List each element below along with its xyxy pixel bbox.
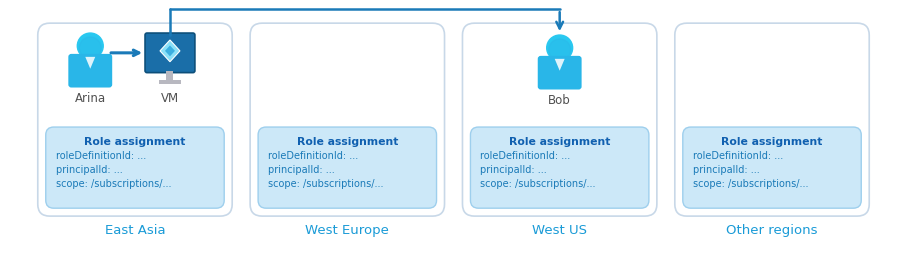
Polygon shape — [555, 59, 565, 71]
Polygon shape — [85, 57, 95, 69]
Circle shape — [549, 39, 571, 61]
Text: principalId: ...: principalId: ... — [693, 165, 759, 175]
Text: scope: /subscriptions/...: scope: /subscriptions/... — [693, 178, 808, 188]
Text: VM: VM — [161, 92, 179, 105]
Text: Bob: Bob — [549, 95, 571, 107]
FancyBboxPatch shape — [145, 33, 195, 73]
Text: East Asia: East Asia — [104, 224, 165, 237]
Bar — [159, 79, 180, 83]
Text: principalId: ...: principalId: ... — [481, 165, 547, 175]
Text: West US: West US — [532, 224, 587, 237]
FancyBboxPatch shape — [68, 54, 112, 88]
FancyBboxPatch shape — [538, 56, 581, 89]
Text: Role assignment: Role assignment — [297, 137, 398, 147]
Text: Role assignment: Role assignment — [721, 137, 823, 147]
Text: scope: /subscriptions/...: scope: /subscriptions/... — [481, 178, 596, 188]
FancyBboxPatch shape — [471, 127, 649, 208]
Text: Other regions: Other regions — [727, 224, 818, 237]
FancyBboxPatch shape — [258, 127, 436, 208]
Text: roleDefinitionId: ...: roleDefinitionId: ... — [693, 151, 783, 161]
FancyBboxPatch shape — [683, 127, 862, 208]
Text: scope: /subscriptions/...: scope: /subscriptions/... — [55, 178, 171, 188]
Text: scope: /subscriptions/...: scope: /subscriptions/... — [268, 178, 384, 188]
Circle shape — [77, 33, 103, 59]
Circle shape — [547, 35, 572, 61]
Bar — [167, 71, 173, 79]
Text: principalId: ...: principalId: ... — [268, 165, 335, 175]
Text: roleDefinitionId: ...: roleDefinitionId: ... — [481, 151, 571, 161]
Text: Arina: Arina — [74, 92, 106, 105]
Circle shape — [79, 37, 102, 59]
Text: roleDefinitionId: ...: roleDefinitionId: ... — [55, 151, 146, 161]
Polygon shape — [160, 40, 180, 62]
FancyBboxPatch shape — [250, 23, 444, 216]
Text: Role assignment: Role assignment — [509, 137, 610, 147]
Text: principalId: ...: principalId: ... — [55, 165, 122, 175]
FancyBboxPatch shape — [463, 23, 657, 216]
FancyBboxPatch shape — [675, 23, 869, 216]
FancyBboxPatch shape — [45, 127, 224, 208]
Text: West Europe: West Europe — [306, 224, 389, 237]
FancyBboxPatch shape — [38, 23, 232, 216]
Text: Role assignment: Role assignment — [84, 137, 186, 147]
Polygon shape — [165, 45, 175, 56]
Text: roleDefinitionId: ...: roleDefinitionId: ... — [268, 151, 358, 161]
